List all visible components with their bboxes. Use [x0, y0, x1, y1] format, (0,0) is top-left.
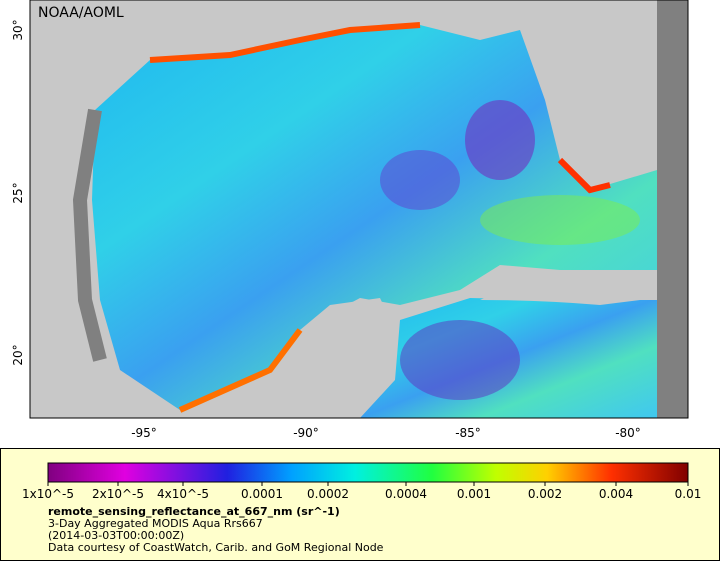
coast-bloom: [557, 157, 611, 194]
colorbar-tick-label: 0.001: [457, 487, 491, 501]
lon-label: -80°: [615, 426, 641, 440]
coast-bloom: [149, 22, 421, 63]
colorbar-tick-label: 4x10^-5: [157, 487, 209, 501]
colorbar-tick-label: 0.0004: [385, 487, 427, 501]
patch: [400, 320, 520, 400]
attribution: NOAA/AOML: [38, 5, 124, 21]
colorbar-tick-label: 0.01: [675, 487, 702, 501]
cuba: [480, 280, 640, 305]
no-data: [72, 108, 107, 362]
lon-label: -90°: [293, 426, 319, 440]
colorbar-tick-label: 2x10^-5: [92, 487, 144, 501]
colorbar: [47, 462, 689, 483]
lat-label: 25°: [11, 182, 25, 203]
lat-label: 20°: [11, 344, 25, 365]
colorbar-tick-label: 0.0002: [307, 487, 349, 501]
legend-line: 3-Day Aggregated MODIS Aqua Rrs667: [48, 517, 263, 530]
colorbar-tick-label: 0.004: [599, 487, 633, 501]
lon-label: -85°: [455, 426, 481, 440]
land: [30, 0, 58, 418]
no-data: [657, 0, 688, 418]
map: NOAA/AOML: [29, 0, 689, 419]
map-frame: [29, 0, 689, 419]
lat-label: 30°: [11, 19, 25, 40]
coast-bloom: [178, 328, 303, 413]
legend-line: Data courtesy of CoastWatch, Carib. and …: [48, 541, 384, 554]
legend-line: (2014-03-03T00:00:00Z): [48, 529, 184, 542]
colorbar-tick-label: 0.0001: [241, 487, 283, 501]
colorbar-tick-label: 0.002: [528, 487, 562, 501]
colorbar-ticks: 1x10^-5 2x10^-5 4x10^-5 0.0001 0.0002 0.0004 0…: [22, 482, 701, 501]
variable-name: remote_sensing_reflectance_at_667_nm (sr…: [48, 505, 340, 518]
lat-labels: 30° 25° 20°: [11, 19, 25, 365]
lon-label: -95°: [131, 426, 157, 440]
yucatan: [250, 298, 395, 418]
patch: [480, 195, 640, 245]
lon-labels: -95° -90° -85° -80°: [131, 426, 641, 440]
colorbar-tick-label: 1x10^-5: [22, 487, 74, 501]
patch: [380, 150, 460, 210]
patch: [465, 100, 535, 180]
